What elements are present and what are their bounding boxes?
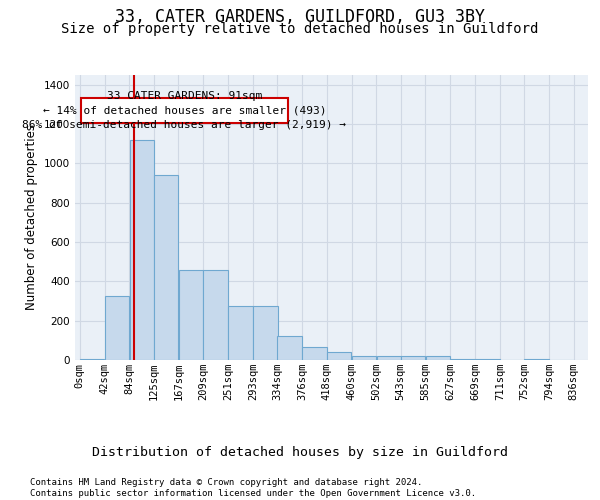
Text: Size of property relative to detached houses in Guildford: Size of property relative to detached ho… <box>61 22 539 36</box>
Bar <box>524 359 549 360</box>
Bar <box>203 270 228 360</box>
Y-axis label: Number of detached properties: Number of detached properties <box>25 124 38 310</box>
Bar <box>228 306 253 360</box>
Text: Distribution of detached houses by size in Guildford: Distribution of detached houses by size … <box>92 446 508 459</box>
Bar <box>302 347 326 360</box>
Bar <box>401 356 425 360</box>
Bar <box>377 356 401 360</box>
Bar <box>352 356 376 360</box>
FancyBboxPatch shape <box>81 98 288 123</box>
Bar <box>327 352 352 360</box>
Text: 33 CATER GARDENS: 91sqm
← 14% of detached houses are smaller (493)
86% of semi-d: 33 CATER GARDENS: 91sqm ← 14% of detache… <box>22 90 346 130</box>
Bar <box>130 140 154 360</box>
Bar <box>277 336 302 360</box>
Bar <box>253 306 278 360</box>
Text: 33, CATER GARDENS, GUILDFORD, GU3 3BY: 33, CATER GARDENS, GUILDFORD, GU3 3BY <box>115 8 485 26</box>
Bar <box>80 359 104 360</box>
Bar <box>425 356 450 360</box>
Bar <box>179 270 203 360</box>
Bar <box>104 296 129 360</box>
Bar <box>451 359 475 360</box>
Bar <box>154 175 178 360</box>
Bar <box>475 359 500 360</box>
Text: Contains HM Land Registry data © Crown copyright and database right 2024.
Contai: Contains HM Land Registry data © Crown c… <box>30 478 476 498</box>
